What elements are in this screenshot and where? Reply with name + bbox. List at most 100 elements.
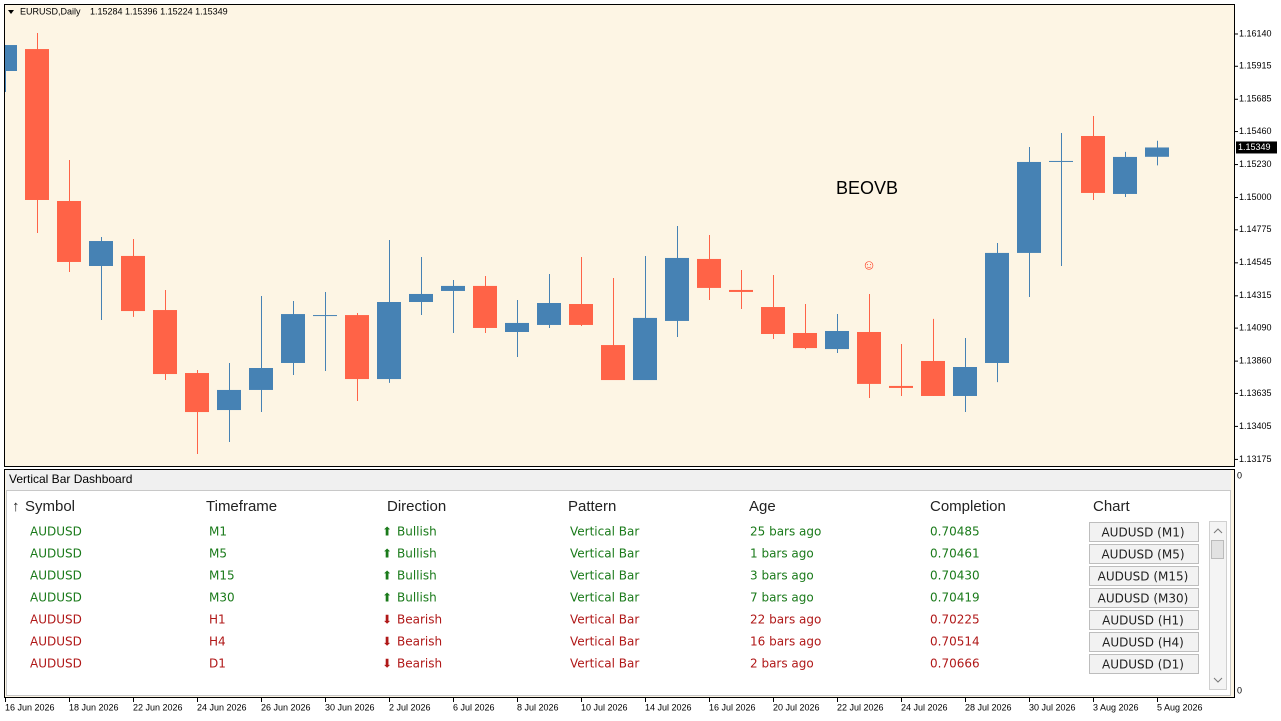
chart-title: EURUSD,Daily	[20, 6, 81, 16]
pattern-cell: Vertical Bar	[570, 657, 639, 671]
chart-button[interactable]	[1089, 544, 1199, 564]
candle-body	[1049, 160, 1073, 162]
y-tick-label: 1.15000	[1239, 192, 1272, 202]
y-tick-label: 1.15685	[1239, 94, 1272, 104]
chart-button[interactable]	[1089, 654, 1199, 674]
candle-body	[1081, 135, 1105, 193]
x-tick-label: 28 Jul 2026	[965, 702, 1012, 712]
chart-button-label[interactable]: AUDUSD (M1)	[1101, 526, 1184, 540]
last-price-box	[1236, 141, 1277, 154]
column-header: Chart	[1093, 498, 1131, 515]
pattern-cell: Vertical Bar	[570, 547, 639, 561]
sub-axis-label: 0	[1237, 470, 1242, 480]
candle-body	[5, 45, 17, 72]
scroll-thumb[interactable]	[1211, 540, 1224, 559]
y-tick-label: 1.14775	[1239, 224, 1272, 234]
chart-button[interactable]	[1089, 588, 1199, 608]
dashboard-body	[6, 490, 1231, 696]
candle-body	[857, 331, 881, 384]
chart-button-label[interactable]: AUDUSD (M30)	[1098, 592, 1189, 606]
column-header: Timeframe	[206, 498, 277, 515]
column-header: Age	[749, 498, 776, 515]
y-tick-label: 1.13405	[1239, 421, 1272, 431]
candle-body	[793, 332, 817, 349]
candle-body	[89, 241, 113, 266]
direction-icon: ⬇	[382, 635, 392, 649]
x-tick-label: 6 Jul 2026	[453, 702, 495, 712]
scroll-up[interactable]	[1213, 528, 1223, 534]
candle-body	[505, 322, 529, 332]
chart-button-label[interactable]: AUDUSD (M15)	[1098, 570, 1189, 584]
x-tick-label: 22 Jun 2026	[133, 702, 183, 712]
symbol-cell: AUDUSD	[30, 525, 82, 539]
symbol-cell: AUDUSD	[30, 613, 82, 627]
timeframe-cell: M15	[209, 569, 235, 583]
chart-button[interactable]	[1089, 522, 1199, 542]
x-tick-label: 24 Jul 2026	[901, 702, 948, 712]
candle-body	[185, 373, 209, 413]
pattern-cell: Vertical Bar	[570, 525, 639, 539]
completion-cell: 0.70666	[930, 657, 980, 671]
direction-cell: Bearish	[397, 613, 442, 627]
x-tick-label: 22 Jul 2026	[837, 702, 884, 712]
candle-body	[569, 304, 593, 325]
direction-cell: Bullish	[397, 569, 437, 583]
y-tick-label: 1.14315	[1239, 290, 1272, 300]
chart-button-label[interactable]: AUDUSD (M5)	[1101, 548, 1184, 562]
candle-body	[441, 285, 465, 291]
scrollbar[interactable]	[1209, 521, 1227, 690]
direction-cell: Bullish	[397, 591, 437, 605]
candle-body	[601, 345, 625, 381]
symbol-cell: AUDUSD	[30, 635, 82, 649]
candle-body	[825, 330, 849, 350]
completion-cell: 0.70461	[930, 547, 980, 561]
candle-body	[665, 257, 689, 321]
chart-button[interactable]	[1089, 566, 1199, 586]
pattern-cell: Vertical Bar	[570, 635, 639, 649]
column-header: Symbol	[25, 498, 75, 515]
pattern-cell: Vertical Bar	[570, 591, 639, 605]
direction-icon: ⬇	[382, 657, 392, 671]
candle-body	[217, 389, 241, 411]
sort-indicator[interactable]: ↑	[12, 498, 20, 515]
timeframe-cell: M5	[209, 547, 227, 561]
menu-triangle[interactable]	[8, 10, 14, 14]
direction-icon: ⬆	[382, 569, 392, 583]
chart-button[interactable]	[1089, 632, 1199, 652]
candle-body	[953, 366, 977, 396]
direction-cell: Bearish	[397, 635, 442, 649]
pattern-cell: Vertical Bar	[570, 613, 639, 627]
direction-cell: Bullish	[397, 547, 437, 561]
candle-body	[153, 310, 177, 375]
direction-cell: Bullish	[397, 525, 437, 539]
y-tick-label: 1.14090	[1239, 322, 1272, 332]
direction-cell: Bearish	[397, 657, 442, 671]
candle-body	[345, 315, 369, 380]
candle-body	[25, 49, 49, 200]
scroll-down[interactable]	[1213, 677, 1223, 683]
age-cell: 3 bars ago	[750, 569, 814, 583]
candle-body	[377, 302, 401, 380]
column-header: Direction	[387, 498, 446, 515]
x-tick-label: 3 Aug 2026	[1093, 702, 1139, 712]
candle-body	[921, 360, 945, 396]
completion-cell: 0.70419	[930, 591, 980, 605]
candle-body	[281, 314, 305, 363]
chart-button-label[interactable]: AUDUSD (H4)	[1102, 636, 1184, 650]
x-tick-label: 30 Jun 2026	[325, 702, 375, 712]
completion-cell: 0.70225	[930, 613, 980, 627]
candle-body	[313, 315, 337, 317]
chart-button[interactable]	[1089, 610, 1199, 630]
pattern-cell: Vertical Bar	[570, 569, 639, 583]
x-tick-label: 2 Jul 2026	[389, 702, 431, 712]
x-tick-label: 18 Jun 2026	[69, 702, 119, 712]
x-tick-label: 8 Jul 2026	[517, 702, 559, 712]
chart-button-label[interactable]: AUDUSD (H1)	[1102, 614, 1184, 628]
age-cell: 22 bars ago	[750, 613, 821, 627]
chart-button-label[interactable]: AUDUSD (D1)	[1102, 658, 1184, 672]
y-tick-label: 1.15460	[1239, 126, 1272, 136]
candle-body	[1113, 156, 1137, 194]
age-cell: 2 bars ago	[750, 657, 814, 671]
